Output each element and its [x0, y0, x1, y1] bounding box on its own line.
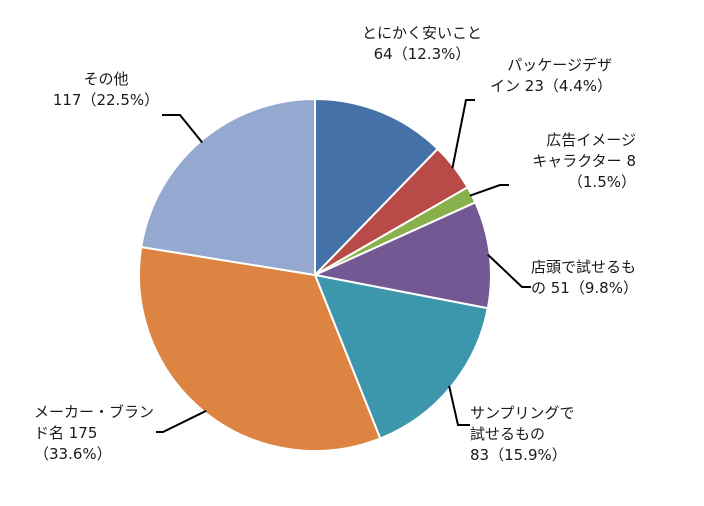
slice-7-leader-line: [162, 114, 203, 144]
slice-2-label-line-2: イン 23（4.4%）: [490, 77, 612, 95]
slice-5-label-line-3: 83（15.9%）: [470, 446, 567, 464]
slice-1-label-line-2: 64（12.3%）: [374, 45, 471, 63]
slice-5-leader-line: [448, 385, 470, 426]
slice-4-wedge: [314, 201, 492, 310]
slice-1-wedge: [314, 98, 439, 276]
slice-7-label-line-2: 117（22.5%）: [53, 91, 159, 109]
leader-lines-layer: [156, 99, 531, 433]
slice-3-label-line-1: 広告イメージ: [546, 131, 636, 149]
slice-3-leader-line: [469, 184, 509, 197]
slice-6-label-line-1: メーカー・ブラン: [34, 403, 154, 421]
slice-4-label-line-2: の 51（9.8%）: [531, 279, 638, 297]
slice-6-label-line-3: （33.6%）: [34, 445, 112, 463]
slice-2-label-line-1: パッケージデザ: [507, 56, 612, 74]
slice-7-label: その他 117（22.5%）: [53, 70, 159, 109]
slice-7-wedge: [140, 98, 316, 276]
slice-5-label-line-1: サンプリングで: [470, 404, 575, 422]
slice-6-label-line-2: ド名 175: [34, 424, 97, 442]
slice-3-label: 広告イメージキャラクター 8 （1.5%）: [532, 131, 636, 191]
labels-layer: とにかく安いこと 64（12.3%） パッケージデザイン 23（4.4%） 広告イメー…: [34, 24, 638, 464]
slice-4-leader-line: [487, 253, 531, 288]
slice-5-label-line-2: 試せるもの: [470, 425, 545, 443]
slice-7-label-line-1: その他: [83, 70, 128, 88]
slice-5-label: サンプリングで試せるもの 83（15.9%）: [470, 404, 575, 464]
slice-4-label-line-1: 店頭で試せるも: [531, 258, 636, 276]
slice-3-label-line-2: キャラクター 8: [532, 152, 636, 170]
slice-6-leader-line: [156, 409, 207, 433]
slice-6-label: メーカー・ブランド名 175 （33.6%）: [34, 403, 154, 463]
slice-3-label-line-3: （1.5%）: [568, 173, 636, 191]
slice-2-label: パッケージデザイン 23（4.4%）: [490, 56, 612, 95]
slice-5-wedge: [314, 274, 489, 440]
slices-layer: [138, 98, 492, 452]
slice-1-label: とにかく安いこと 64（12.3%）: [362, 24, 482, 63]
slice-2-leader-line: [451, 99, 475, 169]
slice-1-label-line-1: とにかく安いこと: [362, 24, 482, 42]
slice-4-label: 店頭で試せるもの 51（9.8%）: [531, 258, 638, 297]
